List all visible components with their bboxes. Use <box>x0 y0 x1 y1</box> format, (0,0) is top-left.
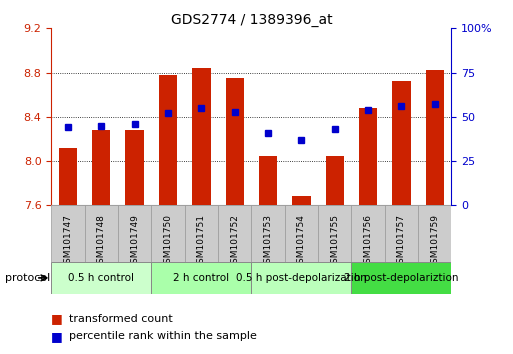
FancyBboxPatch shape <box>251 205 285 262</box>
FancyBboxPatch shape <box>285 205 318 262</box>
Bar <box>326 155 344 205</box>
Bar <box>392 81 410 205</box>
Title: GDS2774 / 1389396_at: GDS2774 / 1389396_at <box>170 13 332 27</box>
Text: 2 h post-depolariztion: 2 h post-depolariztion <box>344 273 459 283</box>
FancyBboxPatch shape <box>51 262 151 294</box>
Bar <box>192 68 210 205</box>
Text: GSM101754: GSM101754 <box>297 214 306 269</box>
FancyBboxPatch shape <box>318 205 351 262</box>
Bar <box>126 130 144 205</box>
FancyBboxPatch shape <box>418 205 451 262</box>
Text: GSM101756: GSM101756 <box>364 214 372 269</box>
FancyBboxPatch shape <box>351 262 451 294</box>
FancyBboxPatch shape <box>251 262 351 294</box>
Text: 0.5 h post-depolarization: 0.5 h post-depolarization <box>236 273 367 283</box>
FancyBboxPatch shape <box>85 205 118 262</box>
FancyBboxPatch shape <box>185 205 218 262</box>
Text: transformed count: transformed count <box>69 314 173 324</box>
FancyBboxPatch shape <box>351 205 385 262</box>
Text: GSM101749: GSM101749 <box>130 214 139 269</box>
Text: GSM101751: GSM101751 <box>197 214 206 269</box>
Text: GSM101748: GSM101748 <box>97 214 106 269</box>
FancyBboxPatch shape <box>385 205 418 262</box>
Text: percentile rank within the sample: percentile rank within the sample <box>69 331 257 341</box>
Text: GSM101757: GSM101757 <box>397 214 406 269</box>
Bar <box>292 196 310 205</box>
FancyBboxPatch shape <box>51 205 85 262</box>
Text: ■: ■ <box>51 312 63 325</box>
Text: 0.5 h control: 0.5 h control <box>68 273 134 283</box>
FancyBboxPatch shape <box>118 205 151 262</box>
Text: protocol: protocol <box>5 273 50 283</box>
Bar <box>159 75 177 205</box>
Bar <box>426 70 444 205</box>
FancyBboxPatch shape <box>151 205 185 262</box>
Text: GSM101752: GSM101752 <box>230 214 239 269</box>
Text: ■: ■ <box>51 330 63 343</box>
Bar <box>92 130 110 205</box>
Bar <box>359 108 377 205</box>
Text: GSM101759: GSM101759 <box>430 214 439 269</box>
FancyBboxPatch shape <box>151 262 251 294</box>
FancyBboxPatch shape <box>218 205 251 262</box>
Bar <box>226 78 244 205</box>
Text: GSM101755: GSM101755 <box>330 214 339 269</box>
Bar <box>259 155 277 205</box>
Text: GSM101750: GSM101750 <box>164 214 172 269</box>
Bar <box>59 148 77 205</box>
Text: GSM101753: GSM101753 <box>264 214 272 269</box>
Text: 2 h control: 2 h control <box>173 273 229 283</box>
Text: GSM101747: GSM101747 <box>64 214 72 269</box>
